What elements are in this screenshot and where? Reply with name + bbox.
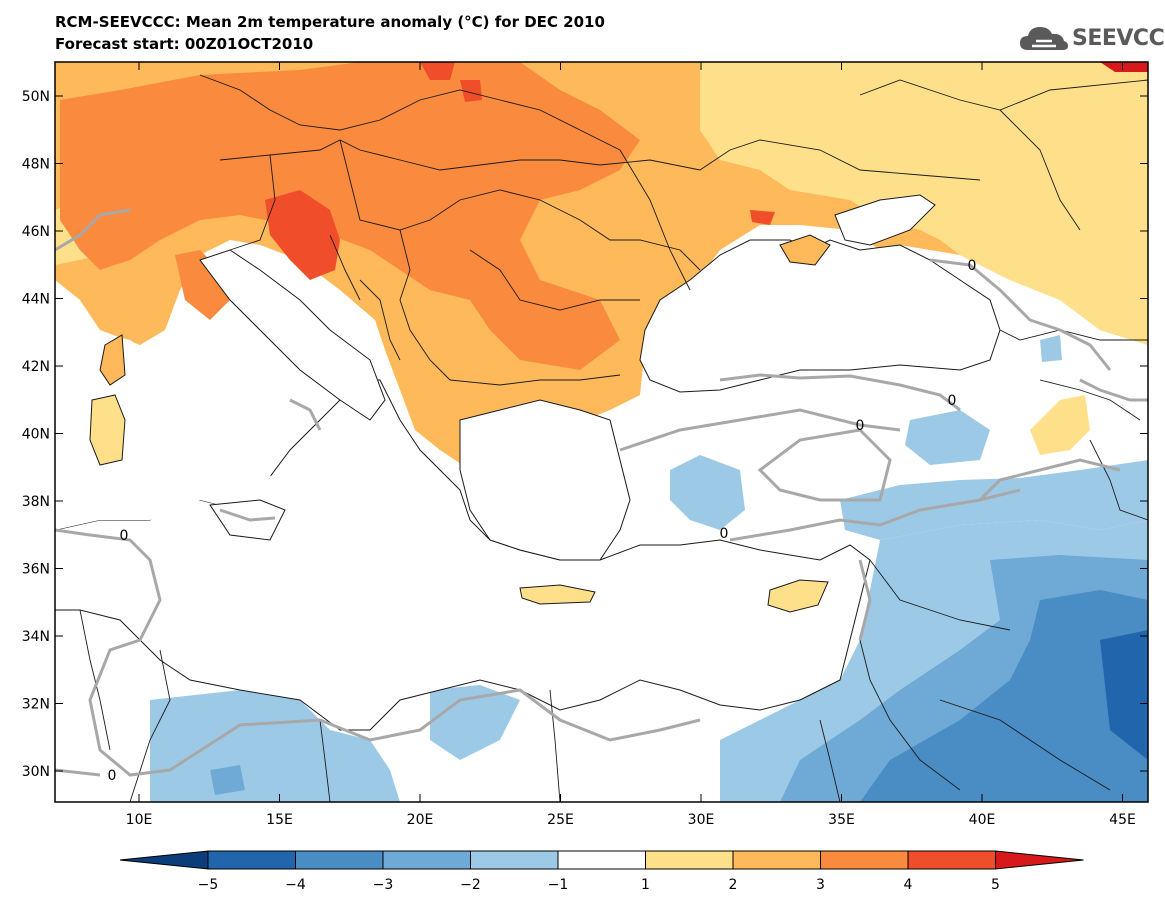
island-sardinia xyxy=(89,394,126,466)
colorbar-label: −2 xyxy=(460,877,481,893)
zero-contours xyxy=(55,208,1148,777)
sea-of-azov xyxy=(834,194,936,246)
strong-warm-region-crimea xyxy=(750,210,775,225)
caspian-edge xyxy=(1140,375,1148,450)
colorbar-swatch xyxy=(295,850,384,870)
lon-tick-label: 45E xyxy=(1109,812,1136,828)
adriatic-sea xyxy=(199,249,386,421)
lat-tick-label: 34N xyxy=(22,629,50,645)
lat-tick-label: 44N xyxy=(22,292,50,308)
colorbar-label: 3 xyxy=(816,877,825,893)
lon-tick-label: 40E xyxy=(969,812,996,828)
aegean-sea xyxy=(459,399,631,561)
forecast-start: Forecast start: 00Z01OCT2010 xyxy=(55,35,314,53)
contour-label: 0 xyxy=(108,768,117,784)
cool-patch-anatolia-south xyxy=(840,460,1148,540)
lon-tick-label: 15E xyxy=(266,812,293,828)
colorbar-swatch xyxy=(732,850,821,870)
cool-patch-libya-core xyxy=(210,765,245,795)
lat-tick-label: 30N xyxy=(22,764,50,780)
lon-tick-label: 25E xyxy=(547,812,574,828)
colorbar: −5 −4 −3 −2 −1 1 2 3 4 5 xyxy=(119,850,1084,893)
map-plot-area: 0 0 0 0 0 0 xyxy=(55,62,1148,802)
cool-patch-anatolia-east xyxy=(905,410,990,465)
colorbar-label: 2 xyxy=(729,877,738,893)
logo-text: SEEVCCC xyxy=(1072,26,1165,51)
latitude-axis: 50N 48N 46N 44N 42N 40N 38N 36N 34N 32N 30N xyxy=(22,89,1148,780)
colorbar-swatch xyxy=(470,850,559,870)
lat-tick-label: 38N xyxy=(22,494,50,510)
cool-patch-egypt xyxy=(430,685,520,760)
cool-anomaly-region-4 xyxy=(1100,630,1148,760)
lat-tick-label: 36N xyxy=(22,562,50,578)
contour-label: 0 xyxy=(120,528,129,544)
contour-label: 0 xyxy=(720,526,729,542)
mediterranean-sea xyxy=(55,379,871,731)
colorbar-swatch xyxy=(207,850,296,870)
island-corsica xyxy=(99,334,126,386)
lon-tick-label: 10E xyxy=(126,812,153,828)
contour-label: 0 xyxy=(948,393,957,409)
lat-tick-label: 42N xyxy=(22,359,50,375)
map-title: RCM-SEEVCCC: Mean 2m temperature anomaly… xyxy=(55,13,605,31)
map-frame xyxy=(54,61,1149,803)
lat-tick-label: 48N xyxy=(22,157,50,173)
strong-warm-region-poland xyxy=(460,80,482,102)
cool-patch-anatolia-west xyxy=(670,455,745,530)
black-sea xyxy=(639,239,1001,393)
colorbar-label: 1 xyxy=(641,877,650,893)
island-cyprus xyxy=(767,579,829,613)
extreme-warm-region xyxy=(1100,62,1148,72)
contour-label: 0 xyxy=(856,418,865,434)
lat-tick-label: 40N xyxy=(22,427,50,443)
colorbar-label: 5 xyxy=(991,877,1000,893)
contour-labels: 0 0 0 0 0 0 xyxy=(108,258,977,784)
contour-label: 0 xyxy=(968,258,977,274)
cool-anomaly-region-3 xyxy=(860,590,1148,802)
cool-patch-caucasus xyxy=(1040,335,1062,362)
colorbar-label: −5 xyxy=(198,877,219,893)
colorbar-label: −4 xyxy=(285,877,306,893)
colorbar-label: −1 xyxy=(548,877,569,893)
lon-tick-label: 35E xyxy=(828,812,855,828)
colorbar-label: 4 xyxy=(904,877,913,893)
crimea-peninsula xyxy=(779,234,831,266)
colorbar-swatch xyxy=(645,850,734,870)
colorbar-swatch xyxy=(907,850,996,870)
colorbar-swatch xyxy=(557,850,646,870)
strong-warm-region-north xyxy=(420,62,455,80)
light-warm-region-north xyxy=(740,90,840,150)
strong-warm-region xyxy=(265,190,340,280)
colorbar-swatch-low xyxy=(119,850,209,870)
warm-patch-turkey-ne xyxy=(1030,395,1090,455)
lat-tick-label: 32N xyxy=(22,697,50,713)
colorbar-label: −3 xyxy=(373,877,394,893)
longitude-axis: 10E 15E 20E 25E 30E 35E 40E 45E xyxy=(126,62,1136,828)
lat-tick-label: 46N xyxy=(22,224,50,240)
island-crete xyxy=(519,584,596,605)
colorbar-swatch xyxy=(382,850,471,870)
lon-tick-label: 30E xyxy=(688,812,715,828)
colorbar-swatch-high xyxy=(995,850,1084,870)
cloud-logo-icon xyxy=(1020,27,1068,50)
lat-tick-label: 50N xyxy=(22,89,50,105)
moderate-warm-region xyxy=(60,62,640,370)
colorbar-swatch xyxy=(820,850,909,870)
lon-tick-label: 20E xyxy=(407,812,434,828)
seevccc-logo: SEEVCCC xyxy=(1018,22,1165,56)
